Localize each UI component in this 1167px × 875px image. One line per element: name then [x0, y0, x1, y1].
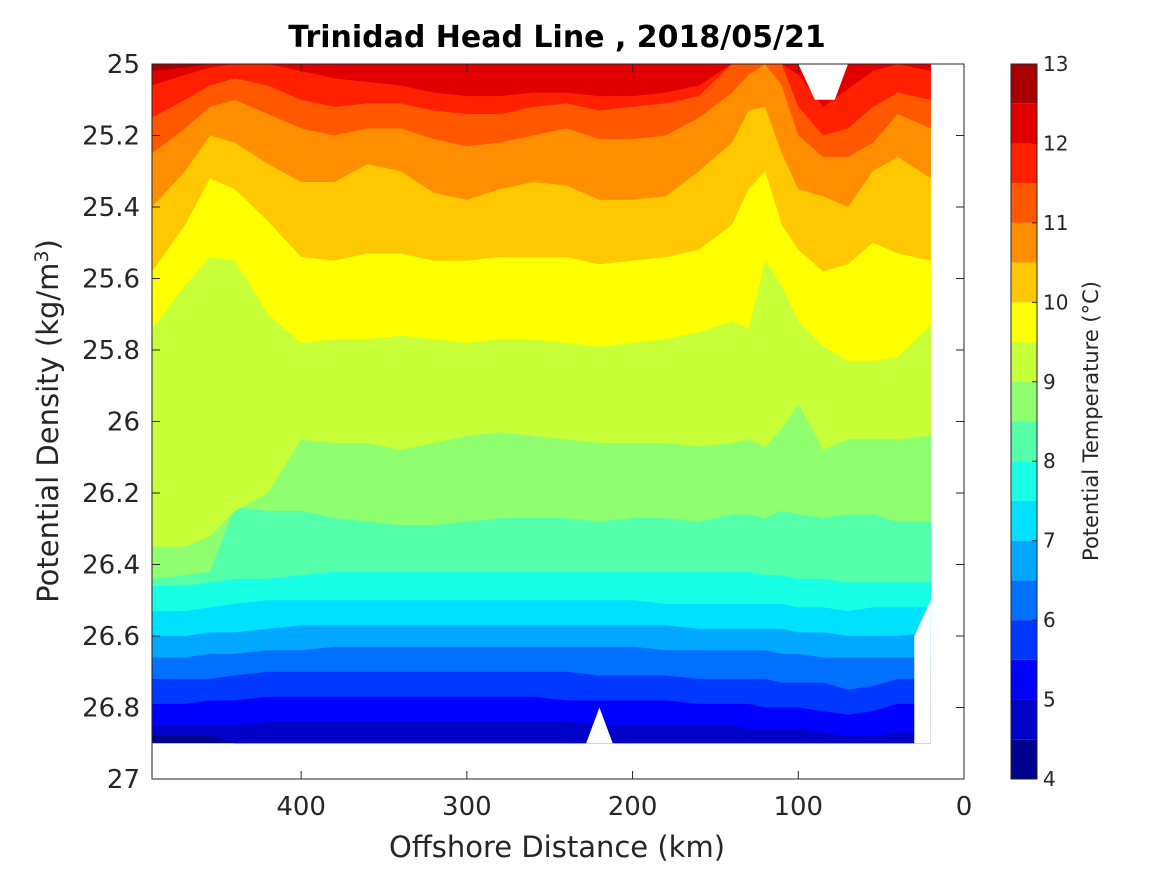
- colorbar-tick-label: 7: [1043, 529, 1056, 553]
- colorbar-tick-label: 9: [1043, 370, 1056, 394]
- y-tick-label: 25.8: [82, 336, 140, 366]
- contour-band-12: [152, 64, 931, 107]
- colorbar-tick-label: 5: [1043, 688, 1056, 712]
- colorbar-band-9.5: [1011, 302, 1037, 343]
- y-tick-label: 25.6: [82, 265, 140, 295]
- colorbar-band-4.5: [1011, 699, 1037, 740]
- colorbar-band-4: [1011, 739, 1037, 779]
- colorbar-tick-label: 12: [1043, 131, 1068, 155]
- colorbar-tick-label: 8: [1043, 449, 1056, 473]
- y-tick-label: 26.8: [82, 694, 140, 724]
- colorbar-band-8.5: [1011, 381, 1037, 422]
- y-axis: 25 25.2 25.4 25.6 25.8 26 26.2 26.4 26.6 26.8 27: [82, 50, 964, 795]
- colorbar-band-5.5: [1011, 620, 1037, 660]
- colorbar-band-6: [1011, 580, 1037, 621]
- colorbar-tick-label: 6: [1043, 608, 1056, 632]
- colorbar-band-6.5: [1011, 540, 1037, 581]
- y-tick-label: 26.2: [82, 479, 140, 509]
- chart-title: Trinidad Head Line , 2018/05/21: [288, 20, 825, 55]
- y-axis-label-prefix: Potential Density (kg/m: [31, 263, 65, 603]
- colorbar-band-12: [1011, 103, 1037, 144]
- colorbar-band-10: [1011, 262, 1037, 303]
- colorbar-band-11: [1011, 183, 1037, 223]
- colorbar-band-11.5: [1011, 143, 1037, 184]
- contour-band-11.5: [152, 64, 931, 136]
- colorbar-tick-label: 11: [1043, 211, 1068, 235]
- y-tick-label: 25.4: [82, 193, 140, 223]
- x-tick-label: 400: [276, 792, 326, 822]
- x-tick-label: 200: [608, 792, 658, 822]
- colorbar: 13 12 11 10 9 8 7 6 5 4 Potential Temperature (°C…: [1010, 52, 1103, 791]
- y-tick-label: 27: [107, 765, 140, 795]
- x-tick-label: 0: [956, 792, 973, 822]
- x-tick-label: 300: [442, 792, 492, 822]
- colorbar-label: Potential Temperature (°C): [1079, 281, 1103, 561]
- colorbar-tick-label: 4: [1043, 767, 1056, 791]
- colorbar-band-10.5: [1011, 222, 1037, 263]
- no-data-region-1: [798, 64, 848, 100]
- y-tick-label: 25: [107, 50, 140, 80]
- y-tick-label: 26: [107, 408, 140, 438]
- colorbar-bands: [1011, 64, 1037, 779]
- colorbar-band-7: [1011, 500, 1037, 541]
- x-tick-label: 100: [773, 792, 823, 822]
- colorbar-frame: [1010, 63, 1038, 780]
- y-axis-label-superscript: 3: [31, 250, 53, 262]
- y-axis-label: Potential Density (kg/m3): [31, 239, 65, 603]
- y-tick-label: 26.4: [82, 551, 140, 581]
- no-data-layer: [586, 64, 931, 744]
- x-axis-label: Offshore Distance (km): [389, 830, 725, 864]
- colorbar-tick-label: 10: [1043, 290, 1068, 314]
- colorbar-band-8: [1011, 421, 1037, 462]
- colorbar-ticks: 13 12 11 10 9 8 7 6 5 4: [1032, 52, 1068, 791]
- x-axis: 400 300 200 100 0: [276, 64, 972, 822]
- colorbar-band-9: [1011, 342, 1037, 382]
- colorbar-tick-label: 13: [1043, 52, 1068, 76]
- no-data-region-2: [586, 707, 613, 744]
- no-data-region-3: [914, 600, 931, 744]
- plot-area: [151, 63, 965, 780]
- y-tick-label: 26.6: [82, 622, 140, 652]
- contour-fill-layer: [152, 64, 931, 744]
- colorbar-band-5: [1011, 659, 1037, 700]
- colorbar-band-7.5: [1011, 461, 1037, 501]
- colorbar-band-12.5: [1011, 64, 1037, 104]
- y-tick-label: 25.2: [82, 122, 140, 152]
- y-axis-label-suffix: ): [31, 239, 65, 250]
